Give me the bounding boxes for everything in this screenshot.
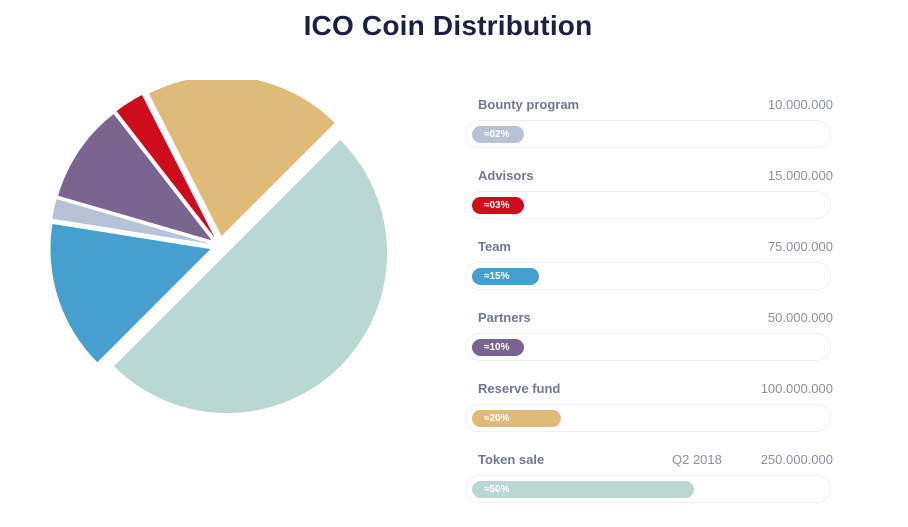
progress-track: ≈10%: [465, 333, 831, 361]
progress-track: ≈03%: [465, 191, 831, 219]
progress-fill: ≈15%: [472, 268, 539, 285]
progress-fill: ≈03%: [472, 197, 524, 214]
item-amount: 75.000.000: [767, 239, 833, 254]
item-label: Team: [478, 239, 511, 254]
progress-track: ≈20%: [465, 404, 831, 432]
pie-slice-team: [50, 224, 211, 363]
distribution-list: Bounty program 10.000.000 ≈02% Advisors 15.0…: [463, 94, 835, 520]
distribution-item-partners: Partners 50.000.000 ≈10%: [463, 307, 835, 378]
item-label: Reserve fund: [478, 381, 561, 396]
pie-chart-svg: [50, 80, 388, 414]
distribution-item-token-sale: Token sale Q2 2018 250.000.000 ≈50%: [463, 449, 835, 520]
distribution-item-reserve-fund: Reserve fund 100.000.000 ≈20%: [463, 378, 835, 449]
item-amount: 100.000.000: [760, 381, 833, 396]
progress-track: ≈15%: [465, 262, 831, 290]
pie-slice-bounty-program: [52, 199, 211, 244]
item-label: Token sale: [478, 452, 545, 467]
pie-slice-reserve-fund: [148, 80, 335, 237]
item-label: Advisors: [478, 168, 534, 183]
item-note: Q2 2018: [672, 452, 722, 467]
item-amount: 50.000.000: [767, 310, 833, 325]
item-amount: 10.000.000: [767, 97, 833, 112]
item-amount: 15.000.000: [767, 168, 833, 183]
progress-fill: ≈02%: [472, 126, 524, 143]
pie-slice-partners: [58, 113, 212, 241]
progress-track: ≈50%: [465, 475, 831, 503]
distribution-item-advisors: Advisors 15.000.000 ≈03%: [463, 165, 835, 236]
item-label: Partners: [478, 310, 531, 325]
item-amount: 250.000.000: [760, 452, 833, 467]
page-title: ICO Coin Distribution: [303, 10, 593, 41]
pie-chart: [40, 80, 400, 440]
progress-fill: ≈50%: [472, 481, 694, 498]
pie-slice-advisors: [116, 94, 215, 238]
distribution-item-team: Team 75.000.000 ≈15%: [463, 236, 835, 307]
progress-track: ≈02%: [465, 120, 831, 148]
pie-slice-token-sale: [113, 139, 388, 414]
progress-fill: ≈10%: [472, 339, 524, 356]
distribution-item-bounty-program: Bounty program 10.000.000 ≈02%: [463, 94, 835, 165]
item-label: Bounty program: [478, 97, 580, 112]
progress-fill: ≈20%: [472, 410, 561, 427]
